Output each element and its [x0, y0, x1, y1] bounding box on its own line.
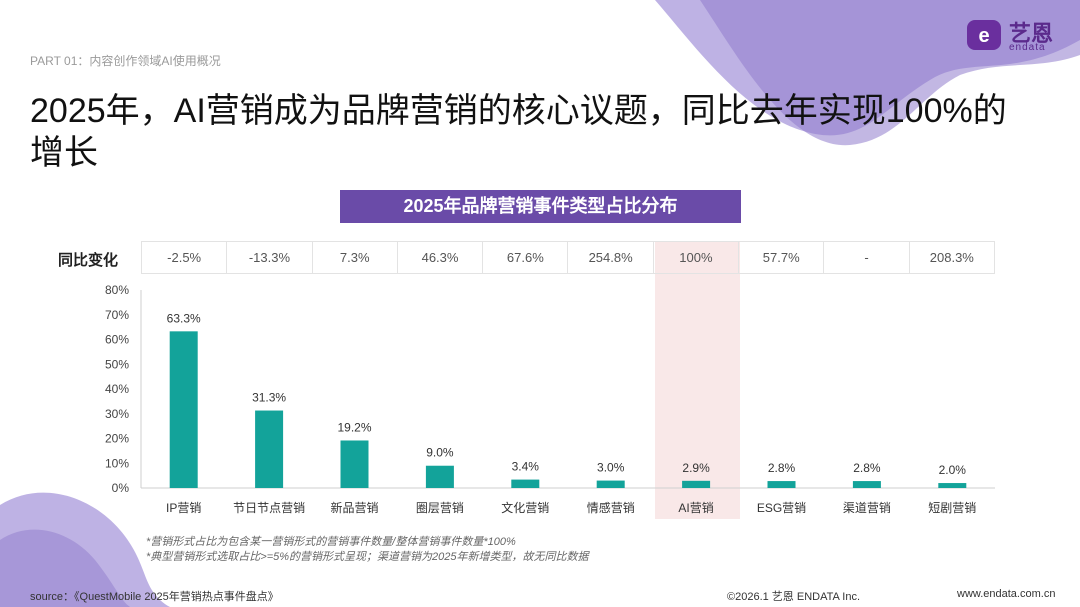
x-category-label: 节日节点营销 [233, 501, 305, 515]
bar-value-label: 2.8% [853, 461, 881, 475]
footnote-1: *营销形式占比为包含某一营销形式的营销事件数量/整体营销事件数量*100% [146, 536, 516, 548]
y-tick-label: 60% [105, 333, 129, 347]
yoy-cell: 57.7% [739, 242, 825, 273]
yoy-row: -2.5% -13.3% 7.3% 46.3% 67.6% 254.8% 100… [141, 241, 995, 274]
bar [596, 480, 625, 488]
y-tick-label: 80% [105, 283, 129, 297]
y-tick-label: 20% [105, 432, 129, 446]
page-title: 2025年，AI营销成为品牌营销的核心议题，同比去年实现100%的增长 [30, 92, 1007, 172]
y-tick-label: 0% [112, 481, 130, 495]
yoy-cell: -2.5% [142, 242, 228, 273]
y-tick-label: 30% [105, 407, 129, 421]
endata-logo: e 艺恩 endata [965, 14, 1065, 54]
bar [425, 465, 454, 488]
bar-value-label: 9.0% [426, 446, 454, 460]
bar-value-label: 31.3% [252, 391, 286, 405]
bar [938, 483, 967, 488]
logo-icon: e [967, 20, 1001, 50]
bar-value-label: 19.2% [337, 420, 371, 434]
yoy-cell: 46.3% [398, 242, 484, 273]
yoy-cell: 67.6% [483, 242, 569, 273]
bar-value-label: 2.8% [768, 461, 796, 475]
bar-value-label: 2.0% [939, 463, 967, 477]
bar [169, 331, 198, 488]
x-category-label: AI营销 [678, 501, 713, 515]
x-category-label: 新品营销 [330, 500, 378, 515]
y-tick-label: 50% [105, 357, 129, 371]
x-category-label: ESG营销 [757, 501, 806, 515]
x-category-label: 文化营销 [501, 500, 549, 515]
bar-value-label: 3.0% [597, 461, 625, 475]
bar-value-label: 2.9% [682, 461, 710, 475]
yoy-cell: 7.3% [313, 242, 398, 273]
copyright-text: ©2026.1 艺恩 ENDATA Inc. [727, 591, 861, 603]
bar [255, 410, 284, 488]
ai-highlight-band [655, 241, 740, 519]
yoy-label: 同比变化 [58, 252, 119, 269]
bar-value-label: 63.3% [167, 311, 201, 325]
x-category-label: 短剧营销 [928, 501, 976, 515]
y-tick-label: 10% [105, 456, 129, 470]
bar-value-label: 3.4% [512, 460, 540, 474]
bar [767, 481, 796, 488]
source-text: source：《QuestMobile 2025年营销热点事件盘点》 [30, 591, 279, 603]
section-tag: PART 01：内容创作领域AI使用概况 [30, 54, 221, 68]
y-tick-label: 40% [105, 382, 129, 396]
yoy-cell: 100% [654, 242, 740, 273]
chart-title: 2025年品牌营销事件类型占比分布 [340, 190, 741, 223]
bar [682, 480, 711, 488]
website-link[interactable]: www.endata.com.cn [957, 588, 1056, 600]
footnotes: *营销形式占比为包含某一营销形式的营销事件数量/整体营销事件数量*100% *典… [146, 535, 589, 565]
svg-text:e: e [978, 25, 989, 47]
bar [511, 479, 540, 488]
x-category-label: 渠道营销 [843, 501, 891, 515]
y-tick-label: 70% [105, 308, 129, 322]
x-category-label: IP营销 [166, 501, 201, 515]
footnote-2: *典型营销形式选取占比>=5%的营销形式呈现；渠道营销为2025年新增类型，故无… [146, 551, 589, 563]
yoy-cell: 254.8% [568, 242, 654, 273]
x-category-label: 圈层营销 [416, 501, 464, 515]
yoy-cell: - [824, 242, 910, 273]
x-category-label: 情感营销 [587, 500, 635, 515]
logo-text-en: endata [1009, 42, 1046, 53]
logo-text-cn: 艺恩 [1009, 21, 1054, 46]
yoy-cell: 208.3% [929, 250, 974, 265]
yoy-cell: -13.3% [227, 242, 313, 273]
bar [340, 440, 369, 488]
bar [852, 481, 881, 488]
